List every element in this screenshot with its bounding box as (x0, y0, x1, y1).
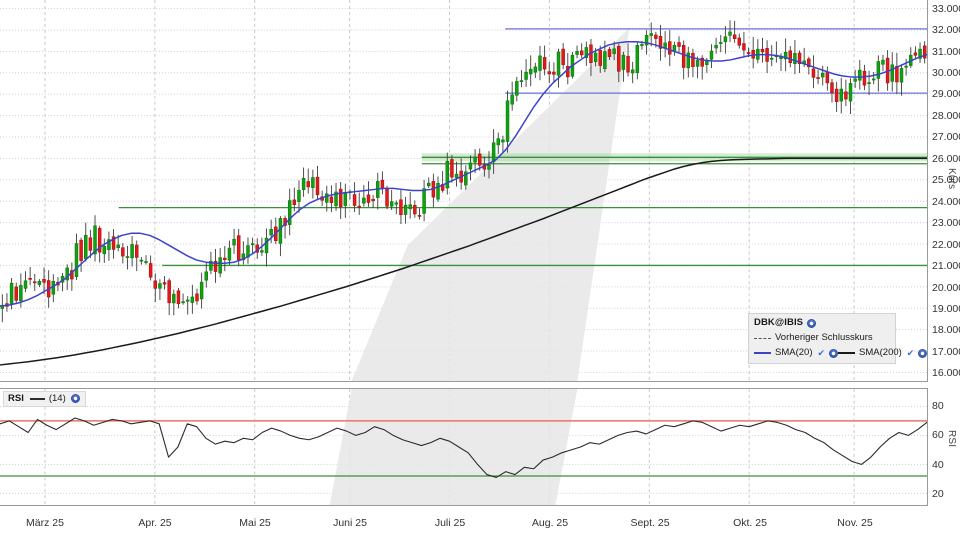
gear-icon[interactable] (918, 348, 928, 358)
price-plot-svg (0, 0, 927, 381)
price-chart-panel[interactable] (0, 0, 928, 382)
price-y-tick: 31.000 (932, 45, 960, 58)
rsi-y-tick: 20 (932, 487, 944, 500)
rsi-legend-name: RSI (8, 393, 24, 404)
x-axis-tick: Mai 25 (239, 517, 271, 529)
check-icon[interactable]: ✔ (817, 347, 826, 358)
price-y-tick: 16.000 (932, 367, 960, 380)
gear-icon[interactable] (807, 318, 817, 328)
x-axis-tick: Okt. 25 (733, 517, 767, 529)
rsi-line-swatch-icon (29, 397, 45, 400)
price-y-tick: 19.000 (932, 302, 960, 315)
price-y-axis: 33.000 32.000 31.000 30.000 29.000 28.000 27.0… (929, 0, 960, 382)
price-y-tick: 30.000 (932, 66, 960, 79)
price-y-tick: 22.000 (932, 238, 960, 251)
price-y-tick: 26.000 (932, 152, 960, 165)
rsi-plot-svg (0, 389, 927, 505)
price-y-tick: 24.000 (932, 195, 960, 208)
x-axis-tick: Aug. 25 (531, 517, 569, 529)
rsi-axis-title: RSI (946, 430, 957, 448)
x-axis-dates: März 25 Apr. 25 Mai 25 Juni 25 Juli 25 Aug. 2… (0, 507, 928, 540)
rsi-y-tick: 80 (932, 399, 944, 412)
check-icon[interactable]: ✔ (906, 347, 915, 358)
price-y-tick: 20.000 (932, 281, 960, 294)
symbol-label: DBK@IBIS (754, 317, 804, 328)
dashed-line-swatch-icon (754, 337, 771, 339)
price-y-tick: 32.000 (932, 23, 960, 36)
gear-icon[interactable] (70, 394, 80, 403)
price-y-tick: 21.000 (932, 259, 960, 272)
x-axis-tick: März 25 (26, 517, 64, 529)
rsi-y-axis: 80 60 40 20 (929, 388, 960, 506)
rsi-period-label: (14) (48, 393, 66, 404)
price-y-tick: 33.000 (932, 2, 960, 15)
price-plot-area[interactable] (0, 0, 928, 382)
price-y-tick: 18.000 (932, 324, 960, 337)
x-axis-tick: Apr. 25 (138, 517, 172, 529)
price-y-tick: 28.000 (932, 109, 960, 122)
x-axis-tick: Juli 25 (434, 517, 466, 529)
price-y-tick: 29.000 (932, 88, 960, 101)
price-y-tick: 25.000 (932, 174, 960, 187)
sma200-label: SMA(200) (859, 346, 902, 358)
chart-legend[interactable]: DBK@IBIS Vorheriger Schlusskurs SMA(20) … (748, 313, 928, 365)
rsi-chart-panel[interactable] (0, 388, 928, 506)
rsi-y-tick: 40 (932, 458, 944, 471)
x-axis-tick: Sept. 25 (630, 517, 670, 529)
prev-close-label: Vorheriger Schlusskurs (775, 331, 873, 343)
rsi-plot-area[interactable] (0, 388, 928, 506)
rsi-y-tick: 60 (932, 428, 944, 441)
sma20-label: SMA(20) (775, 346, 813, 358)
gear-icon[interactable] (829, 348, 839, 358)
sma20-line-swatch-icon (754, 352, 771, 355)
legend-sma-row[interactable]: SMA(20) ✔ SMA(200) ✔ (754, 346, 928, 360)
rsi-legend[interactable]: RSI (14) (3, 391, 86, 407)
legend-symbol-row[interactable]: DBK@IBIS (754, 317, 890, 330)
x-axis-tick: Nov. 25 (837, 517, 873, 529)
sma200-line-swatch-icon (838, 352, 856, 355)
price-axis-title: Kurs (946, 168, 957, 190)
x-axis-tick: Juni 25 (333, 517, 367, 529)
price-y-tick: 17.000 (932, 345, 960, 358)
price-y-tick: 23.000 (932, 216, 960, 229)
price-y-tick: 27.000 (932, 131, 960, 144)
legend-prevclose-row[interactable]: Vorheriger Schlusskurs (754, 332, 890, 345)
